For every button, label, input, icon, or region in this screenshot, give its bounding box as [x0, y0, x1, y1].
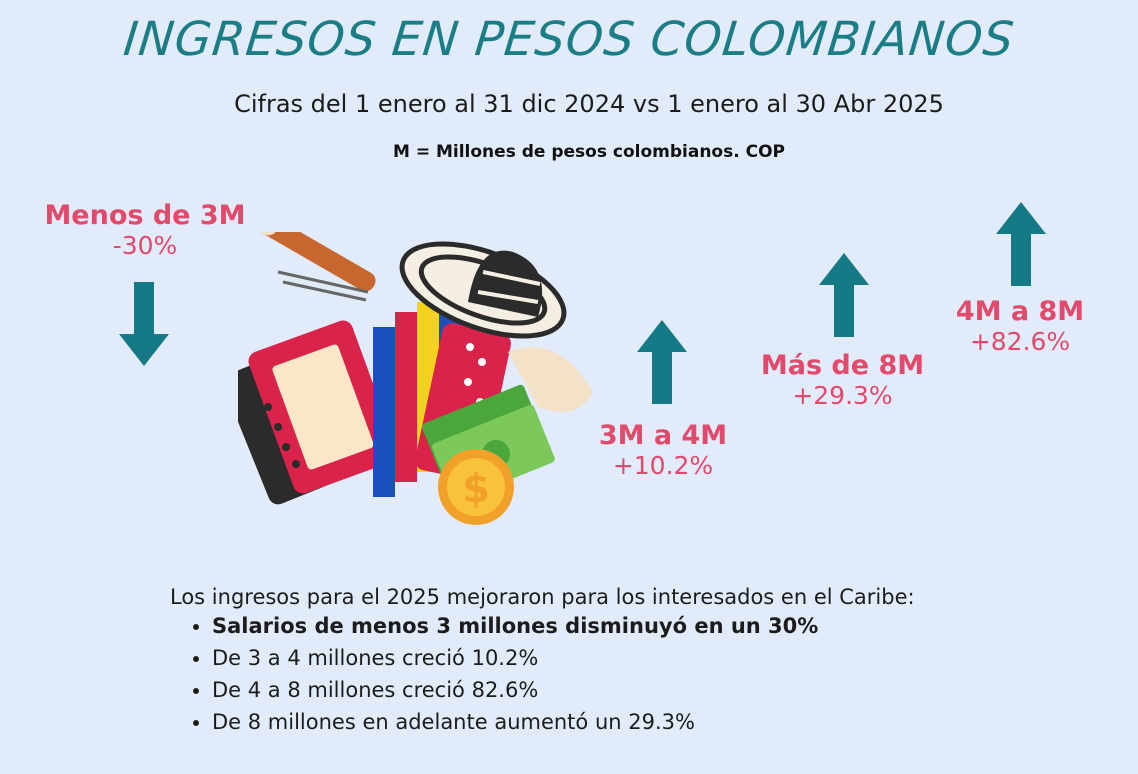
- illustration: $: [238, 232, 593, 525]
- sombrero-vueltiao-icon: [399, 241, 593, 412]
- stat-percent: +29.3%: [792, 381, 893, 410]
- coin-icon: $: [438, 449, 514, 525]
- stat-label: 4M a 8M: [955, 296, 1085, 327]
- summary-section: Los ingresos para el 2025 mejoraron para…: [170, 585, 915, 741]
- stat-label: Menos de 3M: [44, 200, 246, 231]
- arrow-up-icon: [819, 253, 869, 337]
- date-range-subtitle: Cifras del 1 enero al 31 dic 2024 vs 1 e…: [234, 90, 944, 118]
- guacharaca-icon: [240, 232, 376, 302]
- list-item: Salarios de menos 3 millones disminuyó e…: [212, 613, 915, 639]
- stat-label: Más de 8M: [760, 350, 925, 381]
- stat-3m-4m: 3M a 4M +10.2%: [578, 420, 748, 480]
- summary-list: Salarios de menos 3 millones disminuyó e…: [170, 613, 915, 735]
- list-item: De 3 a 4 millones creció 10.2%: [212, 645, 915, 671]
- stat-mas-8m: Más de 8M +29.3%: [745, 350, 940, 410]
- stat-percent: -30%: [112, 231, 178, 260]
- summary-intro: Los ingresos para el 2025 mejoraron para…: [170, 585, 915, 609]
- stat-label: 3M a 4M: [598, 420, 728, 451]
- stat-menos-3m: Menos de 3M -30%: [40, 200, 250, 260]
- arrow-up-icon: [637, 320, 687, 404]
- accordion-icon: [238, 302, 511, 505]
- stat-4m-8m: 4M a 8M +82.6%: [935, 296, 1105, 356]
- arrow-up-icon: [996, 202, 1046, 286]
- list-item: De 4 a 8 millones creció 82.6%: [212, 677, 915, 703]
- stat-percent: +10.2%: [612, 451, 714, 480]
- stat-percent: +82.6%: [969, 327, 1071, 356]
- unit-note: M = Millones de pesos colombianos. COP: [392, 142, 785, 162]
- list-item: De 8 millones en adelante aumentó un 29.…: [212, 709, 915, 735]
- arrow-down-icon: [119, 282, 169, 366]
- coin-symbol: $: [462, 466, 490, 512]
- page-title: INGRESOS EN PESOS COLOMBIANOS: [121, 12, 1017, 67]
